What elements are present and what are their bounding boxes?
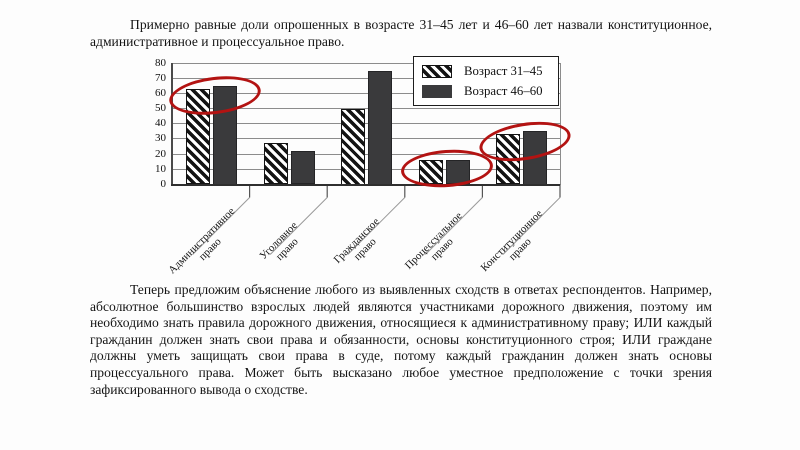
legend-item-age-46-60: Возраст 46–60	[422, 84, 550, 99]
gridline-10	[172, 168, 560, 170]
bar-age-31-45-4	[496, 134, 521, 185]
y-axis-label: 50	[155, 102, 166, 115]
y-axis-label: 40	[155, 117, 166, 130]
y-axis-label: 10	[155, 162, 166, 175]
bar-age-46-60-1	[290, 151, 315, 185]
y-axis-label: 0	[160, 178, 167, 190]
gridline-50	[172, 108, 560, 110]
bar-age-46-60-2	[368, 70, 393, 185]
plot-right-border	[560, 63, 561, 185]
gridline-30	[172, 138, 560, 140]
y-axis-line	[171, 63, 173, 185]
bar-age-31-45-1	[263, 143, 288, 185]
bar-age-46-60-0	[213, 85, 237, 185]
gridline-80	[172, 62, 560, 64]
bar-age-31-45-2	[341, 108, 366, 185]
bar-age-46-60-4	[523, 131, 548, 185]
annotation-ellipse-0	[166, 71, 263, 120]
legend-swatch-solid	[422, 84, 452, 98]
gridline-40	[172, 123, 560, 125]
legend-item-age-31-45: Возраст 31–45	[422, 64, 550, 79]
gridline-70	[172, 77, 560, 79]
legend-label: Возраст 46–60	[464, 83, 543, 98]
paragraph-explanation: Теперь предложим объяснение любого из вы…	[90, 282, 712, 397]
gridline-60	[172, 92, 560, 94]
y-axis-label: 80	[155, 56, 166, 69]
bar-age-31-45-3	[418, 160, 443, 185]
y-axis-label: 30	[155, 132, 166, 145]
legend-swatch-hatched	[422, 64, 452, 78]
paragraph-intro: Примерно равные доли опрошенных в возрас…	[90, 17, 712, 49]
y-axis-label: 60	[155, 86, 166, 99]
legend-label: Возраст 31–45	[464, 63, 543, 78]
x-axis-line	[171, 183, 560, 186]
y-axis-label: 70	[155, 71, 166, 84]
y-axis-label: 20	[155, 147, 166, 160]
chart-legend: Возраст 31–45 Возраст 46–60	[413, 56, 559, 106]
gridline-20	[172, 153, 560, 155]
